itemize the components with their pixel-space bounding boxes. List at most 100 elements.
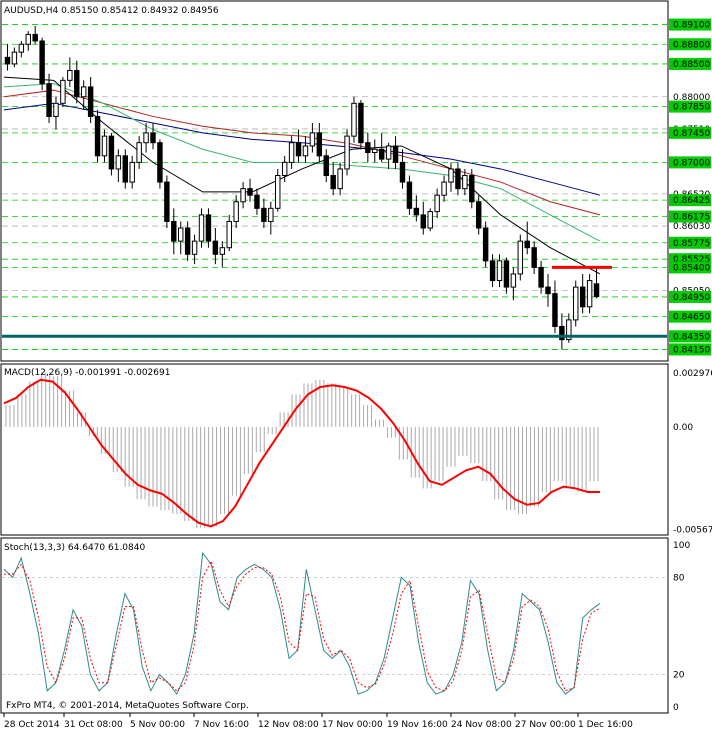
x-tick-label: 17 Nov 00:00	[322, 720, 383, 730]
price-label-highlight	[669, 261, 711, 274]
price-label-highlight	[669, 18, 711, 31]
candle-body	[455, 168, 461, 190]
candle-body	[476, 201, 482, 229]
price-label-highlight	[669, 57, 711, 70]
moving-average-line	[3, 83, 601, 242]
price-label-highlight	[669, 38, 711, 51]
candle-body	[108, 135, 115, 170]
candle-body	[399, 161, 406, 183]
moving-average-line	[3, 76, 601, 275]
stoch-tick-label: 80	[673, 573, 685, 583]
candle-body	[573, 286, 579, 321]
candle-body	[482, 227, 489, 262]
candle-body	[171, 220, 177, 242]
candle-body	[385, 145, 392, 160]
price-tick-label: 0.86030	[673, 222, 710, 232]
x-tick-label: 19 Nov 16:00	[387, 720, 448, 730]
candle-body	[94, 115, 101, 157]
candle-body	[80, 86, 87, 98]
price-label-highlight	[669, 290, 711, 303]
price-tick-label: 0.86175	[673, 213, 710, 223]
candle-body	[413, 207, 420, 216]
candle-body	[365, 142, 371, 154]
candle-body	[469, 175, 475, 203]
candle-body	[378, 148, 385, 160]
candle-body	[233, 201, 239, 222]
candle-body	[25, 33, 31, 45]
price-label-highlight	[669, 210, 711, 223]
candle-body	[510, 273, 517, 288]
candle-body	[288, 142, 295, 163]
candle-body	[143, 132, 149, 144]
candle-body	[87, 86, 94, 117]
candle-body	[448, 168, 454, 183]
price-tick-label: 0.89100	[673, 21, 710, 31]
candle-body	[531, 247, 537, 268]
candle-body	[358, 102, 364, 144]
price-label-highlight	[669, 310, 711, 323]
macd-tick-label: 0.00	[673, 423, 693, 433]
candle-body	[32, 33, 38, 42]
price-label-highlight	[669, 236, 711, 249]
candle-body	[420, 214, 426, 229]
stoch-main-line	[3, 551, 601, 696]
macd-signal-line	[3, 378, 600, 528]
x-tick-label: 27 Nov 00:00	[515, 720, 576, 730]
macd-tick-label: 0.002976	[673, 369, 712, 379]
price-label-highlight	[669, 126, 711, 139]
stoch-panel	[0, 537, 669, 714]
candle-body	[219, 247, 226, 255]
stoch-tick-label: 100	[673, 541, 690, 551]
candle-body	[115, 155, 122, 170]
candle-body	[441, 181, 447, 196]
candle-body	[489, 260, 496, 282]
candle-body	[351, 102, 357, 137]
x-tick-label: 24 Nov 08:00	[451, 720, 512, 730]
candle-body	[11, 51, 18, 65]
candle-body	[53, 102, 59, 117]
price-tick-label: 0.84950	[673, 293, 710, 303]
macd-title: MACD(12,26,9) -0.001991 -0.002691	[4, 368, 170, 378]
candle-body	[593, 283, 600, 298]
candle-body	[344, 135, 350, 170]
stoch-tick-label: 20	[673, 671, 685, 681]
candle-body	[261, 207, 267, 222]
candle-body	[524, 240, 530, 249]
candle-body	[254, 194, 260, 209]
candle-body	[372, 148, 378, 154]
price-tick-label: 0.85400	[673, 263, 710, 273]
candle-body	[281, 161, 288, 177]
candle-body	[295, 142, 302, 157]
price-tick-label: 0.85525	[673, 255, 710, 265]
candle-body	[205, 214, 212, 242]
price-tick-label: 0.84650	[673, 313, 710, 323]
price-tick-label: 0.88000	[673, 93, 710, 103]
candle-body	[552, 293, 558, 327]
candle-body	[268, 207, 274, 222]
candle-body	[392, 145, 399, 163]
candle-body	[316, 132, 323, 157]
candle-body	[247, 188, 253, 196]
candle-body	[39, 40, 45, 85]
price-chart-title: AUDUSD,H4 0.85150 0.85412 0.84932 0.8495…	[4, 6, 219, 16]
candle-body	[129, 161, 135, 183]
candle-body	[503, 260, 510, 288]
price-label-highlight	[669, 253, 711, 266]
price-tick-label: 0.88800	[673, 40, 710, 50]
copyright-text: FxPro MT4, © 2001-2014, MetaQuotes Softw…	[6, 701, 249, 711]
candle-body	[122, 155, 128, 183]
price-label-highlight	[669, 156, 711, 169]
macd-tick-label: -0.005675	[673, 526, 712, 536]
candle-body	[191, 240, 198, 255]
price-tick-label: 0.88500	[673, 60, 710, 70]
candle-body	[586, 280, 593, 308]
price-tick-label: 0.87450	[673, 129, 710, 139]
price-tick-label: 0.87850	[673, 103, 710, 113]
candle-body	[157, 142, 163, 183]
price-label-highlight	[669, 194, 711, 207]
price-tick-label: 0.86425	[673, 196, 710, 206]
candle-body	[136, 142, 142, 163]
macd-panel	[0, 363, 669, 536]
